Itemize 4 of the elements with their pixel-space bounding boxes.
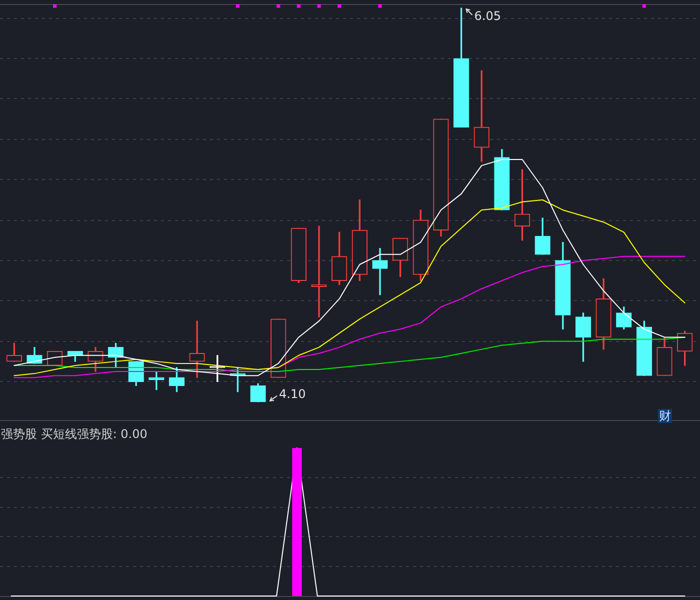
chart-title: 强势股 买短线强势股: 0.00 bbox=[1, 426, 148, 442]
annotation: 6.05 bbox=[474, 9, 501, 24]
annotation: 财 bbox=[658, 409, 672, 423]
annotation: 4.10 bbox=[279, 386, 306, 401]
